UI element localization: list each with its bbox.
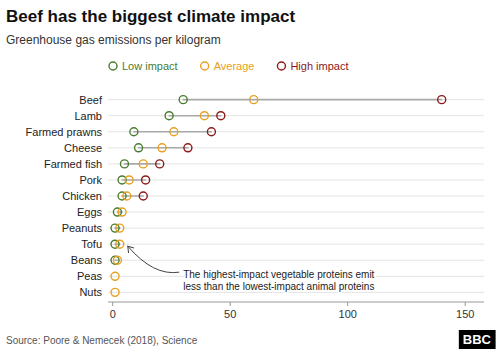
x-tick <box>230 302 231 306</box>
connector <box>134 131 212 133</box>
subtitle: Greenhouse gas emissions per kilogram <box>6 33 221 47</box>
point <box>250 96 258 104</box>
y-tick-label: Farmed prawns <box>26 126 103 138</box>
point <box>184 144 192 152</box>
connector <box>115 259 117 261</box>
annotation-text: The highest-impact vegetable proteins em… <box>183 269 374 292</box>
connector <box>139 147 188 149</box>
series <box>111 96 187 265</box>
y-tick-label: Peas <box>77 270 103 282</box>
point <box>158 144 166 152</box>
point <box>217 112 225 120</box>
grid-line <box>108 196 484 197</box>
point <box>207 128 215 136</box>
logo: BBC <box>459 330 496 349</box>
x-tick <box>112 302 113 306</box>
point <box>135 144 143 152</box>
x-tick-label: 50 <box>224 308 236 320</box>
y-tick-label: Pork <box>79 174 102 186</box>
y-tick-label: Peanuts <box>62 222 103 234</box>
annotation-line: The highest-impact vegetable proteins em… <box>183 269 374 280</box>
annotation-arrow <box>128 246 179 272</box>
point <box>170 128 178 136</box>
x-tick <box>465 302 466 306</box>
logo-box <box>459 330 496 349</box>
marks <box>111 96 446 297</box>
y-tick-label: Eggs <box>77 206 103 218</box>
series <box>111 96 258 297</box>
point <box>200 112 208 120</box>
grid-line <box>108 212 484 213</box>
point <box>116 224 124 232</box>
grid-line <box>108 99 484 100</box>
point <box>120 160 128 168</box>
point <box>125 176 133 184</box>
x-tick-label: 0 <box>110 308 116 320</box>
point <box>111 288 119 296</box>
y-tick-label: Nuts <box>79 286 102 298</box>
title: Beef has the biggest climate impact <box>6 7 295 26</box>
x-axis: 0 50 100 150 <box>108 302 484 320</box>
legend-label: Low impact <box>122 60 178 72</box>
y-tick-label: Beef <box>79 94 103 106</box>
y-tick-label: Cheese <box>64 142 102 154</box>
y-tick-label: Farmed fish <box>44 158 102 170</box>
connector <box>122 195 143 197</box>
grid-line <box>108 131 484 132</box>
point <box>116 240 124 248</box>
x-tick-label: 100 <box>339 308 357 320</box>
grid-line <box>108 179 484 180</box>
point <box>156 160 164 168</box>
grid-line <box>108 115 484 116</box>
point <box>118 208 126 216</box>
y-tick-label: Beans <box>71 254 103 266</box>
connector <box>183 99 442 101</box>
source: Source: Poore & Nemecek (2018), Science <box>6 335 198 346</box>
chart: Beef has the biggest climate impact Green… <box>0 0 500 352</box>
legend-marker <box>201 62 209 70</box>
x-axis-line <box>108 302 484 303</box>
grid <box>108 100 484 293</box>
logo-text: BBC <box>463 332 492 347</box>
x-tick <box>347 302 348 306</box>
annotation-line: less than the lowest-impact animal prote… <box>183 281 374 292</box>
series <box>139 96 445 200</box>
grid-line <box>108 260 484 261</box>
legend-marker <box>109 62 117 70</box>
y-tick-label: Tofu <box>81 238 102 250</box>
grid-line <box>108 147 484 148</box>
legend: Low impact Average High impact <box>109 60 349 72</box>
point <box>123 192 131 200</box>
point <box>111 272 119 280</box>
point <box>438 96 446 104</box>
grid-line <box>108 228 484 229</box>
connector <box>124 163 159 165</box>
y-tick-label: Chicken <box>62 190 102 202</box>
point <box>179 96 187 104</box>
point <box>139 192 147 200</box>
grid-line <box>108 244 484 245</box>
y-axis: Beef Lamb Farmed prawns Cheese Farmed fish Po… <box>26 94 103 299</box>
legend-label: High impact <box>290 60 348 72</box>
connector <box>169 115 221 117</box>
point <box>139 160 147 168</box>
legend-label: Average <box>214 60 255 72</box>
point <box>142 176 150 184</box>
annotation: The highest-impact vegetable proteins em… <box>128 246 375 292</box>
point <box>165 112 173 120</box>
legend-marker <box>277 62 285 70</box>
x-tick-label: 150 <box>456 308 474 320</box>
y-tick-label: Lamb <box>74 110 102 122</box>
point <box>130 128 138 136</box>
point <box>113 256 121 264</box>
